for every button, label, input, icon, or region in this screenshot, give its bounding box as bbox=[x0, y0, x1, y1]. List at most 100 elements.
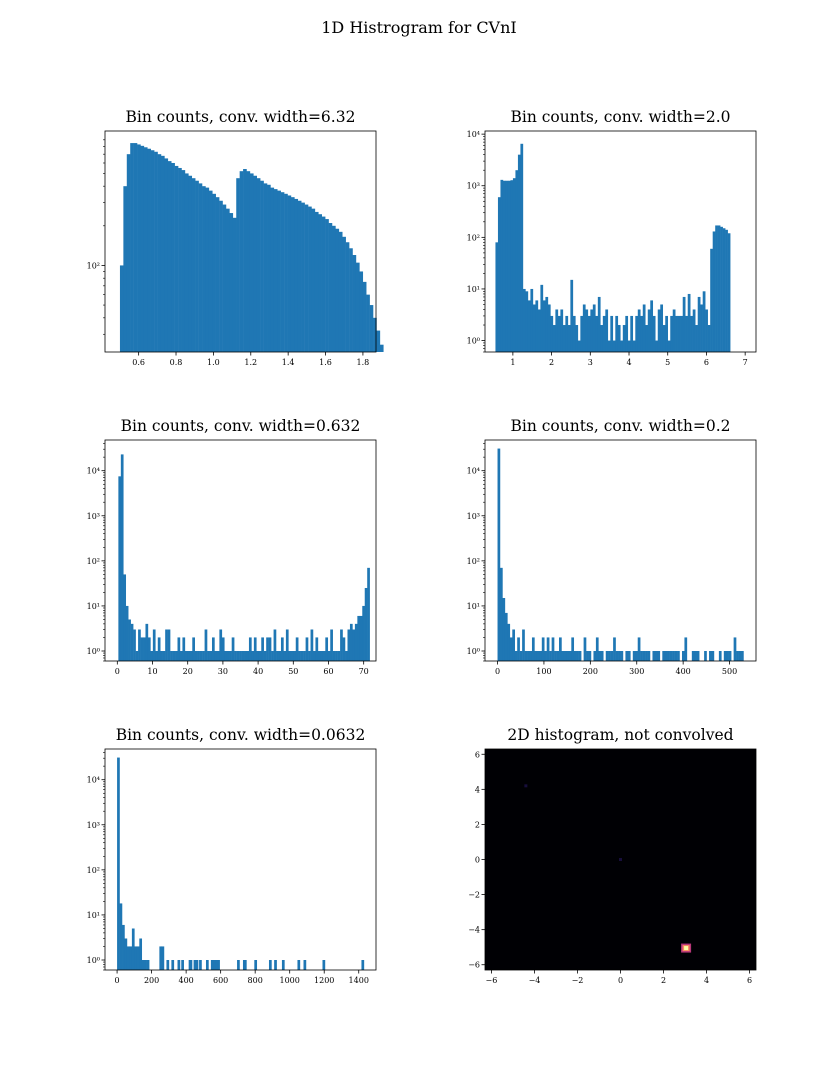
histogram-bar bbox=[213, 960, 217, 970]
histogram-bar bbox=[357, 615, 361, 661]
x-tick-label: 10 bbox=[147, 667, 157, 676]
histogram-bar bbox=[652, 315, 656, 352]
x-tick-label: 6 bbox=[747, 976, 752, 985]
histogram-bar bbox=[290, 651, 294, 661]
histogram-bar bbox=[547, 304, 551, 352]
panel-title: Bin counts, conv. width=6.32 bbox=[126, 108, 356, 126]
histogram-bar bbox=[560, 309, 564, 352]
histogram-bar bbox=[281, 960, 285, 970]
histogram-bar bbox=[260, 180, 264, 352]
histogram-bar bbox=[727, 233, 731, 352]
histogram-bar bbox=[654, 651, 658, 661]
histogram-bar bbox=[622, 325, 626, 352]
histogram-bar bbox=[607, 340, 611, 352]
histogram-bar bbox=[303, 651, 306, 661]
y-tick-label: 10¹ bbox=[87, 602, 100, 611]
histogram-bar bbox=[199, 651, 203, 661]
histogram-bar bbox=[532, 304, 536, 352]
histogram-bar bbox=[608, 651, 611, 661]
histogram-bar bbox=[567, 325, 571, 352]
y-tick-label: 10¹ bbox=[467, 602, 480, 611]
histogram-bar bbox=[119, 903, 123, 970]
histogram-bar bbox=[664, 651, 668, 661]
histogram-bar bbox=[253, 637, 257, 661]
histogram-bar bbox=[733, 637, 737, 661]
histogram-bar bbox=[499, 567, 503, 661]
plot-area: 0.6 0.8 1.0 1.2 1.4 1.6 1.8 10² bbox=[87, 130, 384, 367]
histogram-bar bbox=[131, 928, 135, 970]
histogram-bar bbox=[583, 637, 587, 661]
histogram-bar bbox=[274, 960, 277, 970]
histogram-bar bbox=[150, 150, 155, 352]
x-tick-label: 200 bbox=[144, 976, 159, 985]
histogram-bar bbox=[502, 180, 506, 352]
histogram-bar bbox=[172, 651, 176, 661]
histogram-bar bbox=[712, 231, 716, 352]
histogram-bar bbox=[600, 651, 604, 661]
histogram-bar bbox=[369, 305, 374, 352]
histogram-bar bbox=[517, 154, 521, 352]
histogram-bar bbox=[144, 960, 147, 970]
histogram-bar bbox=[527, 651, 530, 661]
histogram-bar bbox=[157, 154, 162, 352]
histogram-bar bbox=[625, 315, 629, 352]
x-tick-label: 50 bbox=[288, 667, 298, 676]
histogram-bar bbox=[700, 304, 703, 352]
histogram-bar bbox=[261, 637, 264, 661]
histogram-bar bbox=[119, 265, 124, 352]
histogram-bar bbox=[192, 637, 195, 661]
y-tick-label: 4 bbox=[475, 785, 480, 794]
y-tick-label: 10⁰ bbox=[467, 337, 480, 346]
histogram-bar bbox=[133, 629, 136, 661]
histogram-bar bbox=[198, 183, 203, 352]
histogram-bar bbox=[605, 651, 609, 661]
histogram-bar bbox=[665, 315, 668, 352]
histogram-bar bbox=[217, 960, 220, 970]
heatmap-cell bbox=[524, 784, 528, 788]
histogram-bar bbox=[741, 651, 744, 661]
histogram-bar bbox=[610, 651, 614, 661]
histogram-bar bbox=[167, 629, 171, 661]
histogram-bar bbox=[239, 651, 242, 661]
x-tick-label: 1 bbox=[510, 358, 515, 367]
histogram-bar bbox=[507, 623, 511, 661]
histogram-bar bbox=[696, 651, 700, 661]
histogram-bar bbox=[669, 651, 673, 661]
y-tick-label: 10² bbox=[87, 261, 100, 270]
histogram-bar bbox=[680, 315, 683, 352]
histogram-bar bbox=[617, 325, 621, 352]
y-tick-label: 10⁴ bbox=[467, 467, 480, 476]
histogram-bar bbox=[313, 651, 316, 661]
y-tick-label: 10² bbox=[87, 866, 100, 875]
histogram-bar bbox=[211, 637, 215, 661]
histogram-bar bbox=[332, 651, 336, 661]
histogram-bar bbox=[685, 315, 688, 352]
histogram-bar bbox=[555, 309, 559, 352]
histogram-bar bbox=[226, 651, 230, 661]
histogram-bar bbox=[241, 651, 245, 661]
histogram-bar bbox=[674, 651, 678, 661]
histogram-bar bbox=[332, 225, 336, 352]
histogram-bar bbox=[520, 143, 524, 352]
histogram-bar bbox=[557, 315, 561, 352]
histogram-bar bbox=[562, 325, 566, 352]
histogram-bar bbox=[181, 170, 186, 352]
x-tick-label: −2 bbox=[572, 976, 584, 985]
histogram-bar bbox=[697, 296, 701, 352]
histogram-bar bbox=[321, 216, 326, 352]
histogram-bar bbox=[130, 623, 134, 661]
histogram-bar bbox=[232, 217, 237, 352]
histogram-bar bbox=[124, 938, 128, 970]
histogram-bar bbox=[337, 651, 341, 661]
histogram-bar bbox=[237, 960, 240, 970]
axes-frame bbox=[104, 748, 377, 971]
histogram-bar bbox=[128, 619, 131, 661]
histogram-bar bbox=[637, 637, 641, 661]
histogram-bar bbox=[660, 304, 664, 352]
histogram-bar bbox=[342, 236, 346, 352]
histogram-bar bbox=[647, 309, 651, 352]
histogram-bar bbox=[662, 651, 666, 661]
histogram-bar bbox=[672, 309, 676, 352]
x-tick-label: 0 bbox=[115, 667, 120, 676]
histogram-bar bbox=[627, 651, 631, 661]
